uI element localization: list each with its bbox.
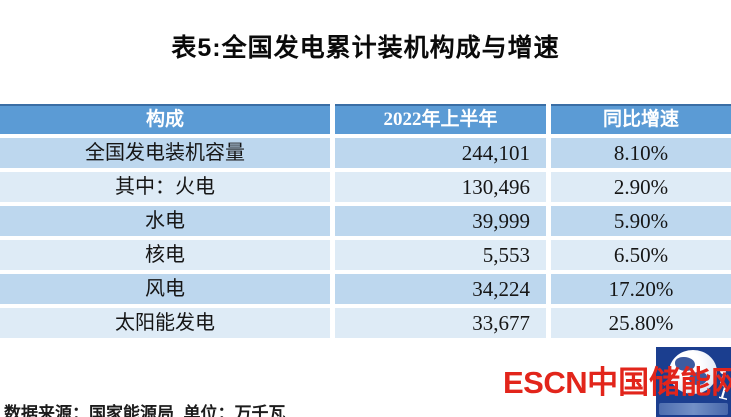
brand-latin: ESCN [503,365,588,400]
row-hydro-label: 水电 [0,206,330,236]
row-solar-growth: 25.80% [551,308,731,338]
row-solar-value: 33,677 [335,308,546,338]
row-hydro-growth: 5.90% [551,206,731,236]
row-solar-label: 太阳能发电 [0,308,330,338]
data-source-line: 数据来源：国家能源局 单位：万千瓦 [4,404,286,417]
skater-icon [719,368,727,400]
row-wind-label: 风电 [0,274,330,304]
row-nuclear-growth: 6.50% [551,240,731,270]
footer-notes: 数据来源：国家能源局 单位：万千瓦 制表：刘丁 [4,351,285,417]
row-nuclear-value: 5,553 [335,240,546,270]
row-total-value: 244,101 [335,138,546,168]
row-total-growth: 8.10% [551,138,731,168]
col-header-yoy-growth: 同比增速 [551,104,731,134]
brand-cjk: 中国储能网 [587,365,731,400]
row-wind-growth: 17.20% [551,274,731,304]
row-hydro-value: 39,999 [335,206,546,236]
row-thermal-growth: 2.90% [551,172,731,202]
row-thermal-value: 130,496 [335,172,546,202]
row-total-label: 全国发电装机容量 [0,138,330,168]
capacity-table: 构成 2022年上半年 同比增速 全国发电装机容量 244,101 8.10% … [0,104,731,338]
row-nuclear-label: 核电 [0,240,330,270]
page-title: 表5:全国发电累计装机构成与增速 [171,34,560,62]
escn-logo [656,347,731,417]
brand-wordmark: ESCN中国储能网 [503,366,731,400]
globe-icon [669,350,717,394]
logo-bottom-band [659,403,728,415]
row-wind-value: 34,224 [335,274,546,304]
col-header-2022h1: 2022年上半年 [335,104,546,134]
row-thermal-label: 其中：火电 [0,172,330,202]
col-header-composition: 构成 [0,104,330,134]
